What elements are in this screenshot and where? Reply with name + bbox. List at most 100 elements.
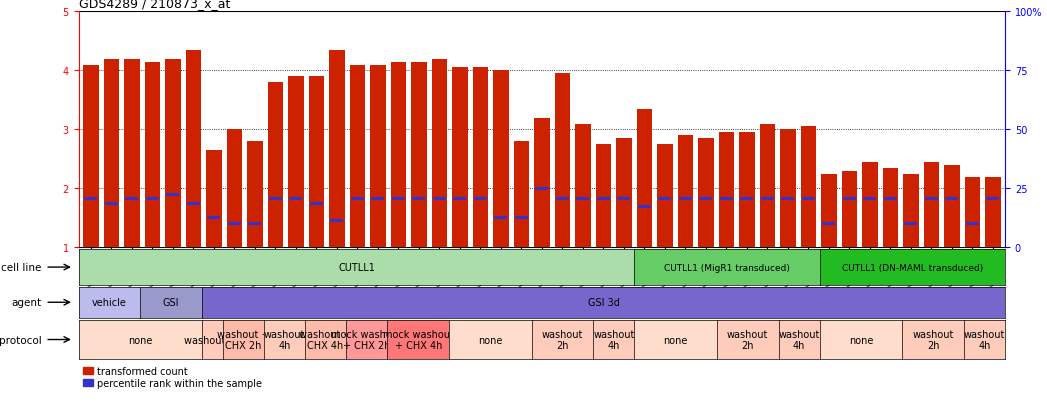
Bar (864, 197, 876, 200)
Bar (144, 62, 160, 248)
Bar (904, 174, 918, 248)
Text: washout
4h: washout 4h (779, 329, 820, 351)
Bar (269, 197, 282, 200)
Bar (760, 124, 775, 248)
Bar (616, 139, 631, 248)
Bar (556, 197, 569, 200)
Bar (226, 130, 242, 248)
Text: mock washout
+ CHX 4h: mock washout + CHX 4h (383, 329, 453, 351)
Bar (535, 188, 549, 190)
Bar (83, 65, 98, 248)
Bar (329, 51, 344, 248)
Bar (351, 197, 364, 200)
Text: washout
4h: washout 4h (964, 329, 1005, 351)
Bar (575, 124, 591, 248)
Bar (842, 171, 857, 248)
Text: CUTLL1 (MigR1 transduced): CUTLL1 (MigR1 transduced) (664, 263, 790, 272)
Bar (638, 205, 651, 208)
Text: agent: agent (12, 297, 42, 308)
Bar (431, 59, 447, 248)
Bar (206, 151, 222, 248)
Bar (515, 217, 528, 220)
Bar (247, 142, 263, 248)
Bar (678, 197, 692, 200)
Bar (843, 197, 855, 200)
Bar (739, 133, 755, 248)
Bar (905, 223, 917, 226)
Bar (659, 197, 671, 200)
Bar (372, 197, 384, 200)
Bar (883, 169, 898, 248)
Legend: transformed count, percentile rank within the sample: transformed count, percentile rank withi… (84, 366, 262, 388)
Bar (309, 77, 324, 248)
Bar (964, 177, 980, 248)
Bar (330, 220, 343, 223)
Bar (493, 71, 509, 248)
Bar (514, 142, 529, 248)
Bar (802, 197, 815, 200)
Bar (618, 197, 630, 200)
Bar (718, 133, 734, 248)
Bar (413, 197, 425, 200)
Bar (126, 197, 138, 200)
Text: none: none (849, 335, 873, 345)
Bar (821, 174, 837, 248)
Bar (597, 197, 609, 200)
Bar (472, 68, 488, 248)
Text: washout
2h: washout 2h (541, 329, 583, 351)
Text: washout
2h: washout 2h (912, 329, 954, 351)
Bar (289, 197, 303, 200)
Bar (923, 162, 939, 248)
Bar (185, 51, 201, 248)
Bar (985, 177, 1001, 248)
Bar (822, 223, 836, 226)
Bar (350, 65, 365, 248)
Text: CUTLL1: CUTLL1 (338, 262, 375, 273)
Bar (452, 68, 468, 248)
Text: protocol: protocol (0, 335, 42, 345)
Bar (411, 62, 426, 248)
Bar (166, 193, 179, 196)
Text: vehicle: vehicle (92, 297, 127, 308)
Bar (146, 197, 159, 200)
Text: GDS4289 / 210873_x_at: GDS4289 / 210873_x_at (79, 0, 230, 10)
Bar (104, 59, 119, 248)
Bar (965, 223, 979, 226)
Text: washout +
CHX 2h: washout + CHX 2h (217, 329, 269, 351)
Text: CUTLL1 (DN-MAML transduced): CUTLL1 (DN-MAML transduced) (842, 263, 983, 272)
Text: none: none (664, 335, 688, 345)
Text: washout
4h: washout 4h (594, 329, 634, 351)
Bar (432, 197, 446, 200)
Text: washout 2h: washout 2h (184, 335, 241, 345)
Bar (371, 65, 385, 248)
Bar (186, 202, 200, 205)
Bar (677, 136, 693, 248)
Bar (453, 197, 466, 200)
Bar (862, 162, 877, 248)
Bar (637, 109, 652, 248)
Bar (780, 130, 796, 248)
Bar (228, 223, 241, 226)
Text: washout +
CHX 4h: washout + CHX 4h (299, 329, 352, 351)
Bar (781, 197, 795, 200)
Bar (555, 74, 570, 248)
Bar (310, 202, 322, 205)
Bar (534, 118, 550, 248)
Text: washout
4h: washout 4h (264, 329, 305, 351)
Bar (207, 217, 220, 220)
Text: GSI 3d: GSI 3d (587, 297, 620, 308)
Bar (699, 197, 712, 200)
Bar (945, 197, 958, 200)
Bar (248, 223, 262, 226)
Bar (944, 165, 959, 248)
Bar (596, 145, 611, 248)
Text: GSI: GSI (163, 297, 179, 308)
Bar (801, 127, 816, 248)
Bar (884, 197, 897, 200)
Bar (925, 197, 938, 200)
Bar (698, 139, 713, 248)
Bar (85, 197, 97, 200)
Bar (105, 202, 118, 205)
Bar (391, 62, 406, 248)
Text: none: none (478, 335, 503, 345)
